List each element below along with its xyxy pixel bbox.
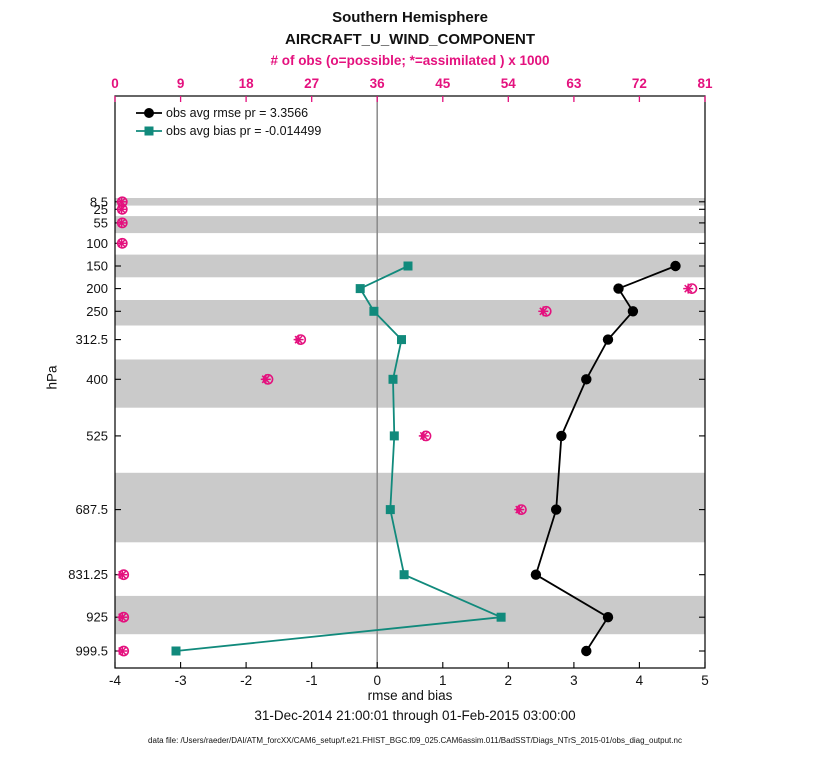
- data-file-path: data file: /Users/raeder/DAI/ATM_forcXX/…: [148, 736, 682, 745]
- legend-bias-label: obs avg bias pr = -0.014499: [166, 124, 322, 138]
- svg-text:54: 54: [501, 76, 517, 91]
- svg-text:925: 925: [86, 610, 108, 625]
- svg-text:831.25: 831.25: [68, 567, 108, 582]
- svg-text:-2: -2: [240, 673, 252, 688]
- svg-text:36: 36: [370, 76, 386, 91]
- svg-text:1: 1: [439, 673, 447, 688]
- svg-text:100: 100: [86, 236, 108, 251]
- svg-text:5: 5: [701, 673, 709, 688]
- svg-text:81: 81: [697, 76, 713, 91]
- variable-title: AIRCRAFT_U_WIND_COMPONENT: [284, 31, 535, 48]
- svg-text:63: 63: [566, 76, 582, 91]
- svg-text:999.5: 999.5: [75, 644, 108, 659]
- date-range-caption: 31-Dec-2014 21:00:01 through 01-Feb-2015…: [254, 708, 576, 723]
- svg-text:9: 9: [177, 76, 185, 91]
- svg-text:150: 150: [86, 259, 108, 274]
- svg-text:200: 200: [86, 281, 108, 296]
- top-axis-label: # of obs (o=possible; *=assimilated ) x …: [270, 53, 550, 68]
- svg-text:55: 55: [94, 215, 108, 230]
- svg-text:250: 250: [86, 304, 108, 319]
- svg-text:4: 4: [636, 673, 644, 688]
- svg-text:687.5: 687.5: [75, 502, 108, 517]
- svg-text:45: 45: [435, 76, 451, 91]
- svg-text:8.5: 8.5: [90, 194, 108, 209]
- svg-text:525: 525: [86, 428, 108, 443]
- svg-text:312.5: 312.5: [75, 332, 108, 347]
- svg-text:-4: -4: [109, 673, 121, 688]
- svg-text:25: 25: [94, 202, 108, 217]
- svg-text:0: 0: [373, 673, 381, 688]
- svg-text:2: 2: [505, 673, 513, 688]
- svg-text:-1: -1: [306, 673, 318, 688]
- svg-text:18: 18: [239, 76, 255, 91]
- svg-text:27: 27: [304, 76, 319, 91]
- svg-text:0: 0: [111, 76, 119, 91]
- page-title: Southern Hemisphere: [332, 9, 488, 26]
- svg-text:3: 3: [570, 673, 578, 688]
- svg-text:400: 400: [86, 372, 108, 387]
- y-axis-label: hPa: [44, 365, 60, 390]
- legend-rmse-label: obs avg rmse pr = 3.3566: [166, 106, 309, 120]
- x-axis-label: rmse and bias: [367, 688, 453, 703]
- svg-text:-3: -3: [175, 673, 187, 688]
- svg-text:72: 72: [632, 76, 647, 91]
